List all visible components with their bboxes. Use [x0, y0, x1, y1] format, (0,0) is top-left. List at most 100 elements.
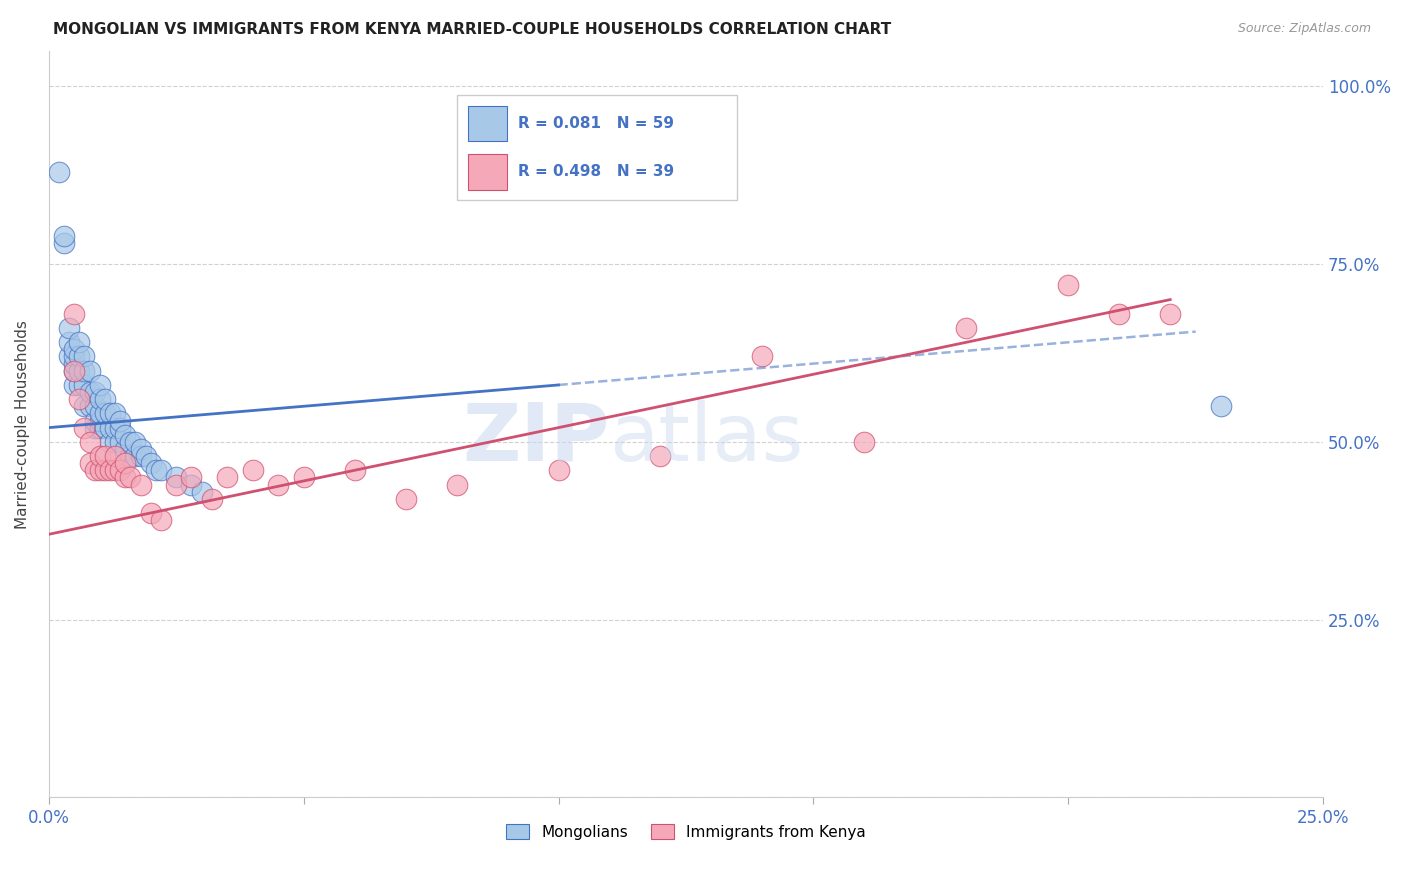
Point	[94, 449, 117, 463]
Point	[1211, 399, 1233, 413]
Point	[292, 470, 315, 484]
Text: Source: ZipAtlas.com: Source: ZipAtlas.com	[1237, 22, 1371, 36]
Point	[79, 364, 101, 378]
Point	[165, 477, 187, 491]
Point	[1159, 307, 1181, 321]
Point	[149, 513, 172, 527]
Point	[165, 470, 187, 484]
Point	[94, 420, 117, 434]
Point	[63, 343, 86, 357]
Legend: Mongolians, Immigrants from Kenya: Mongolians, Immigrants from Kenya	[501, 818, 872, 846]
Point	[98, 420, 121, 434]
Point	[129, 449, 152, 463]
Point	[149, 463, 172, 477]
Point	[124, 449, 146, 463]
Point	[190, 484, 212, 499]
Point	[242, 463, 264, 477]
Point	[63, 364, 86, 378]
Y-axis label: Married-couple Households: Married-couple Households	[15, 319, 30, 528]
Point	[650, 449, 672, 463]
Point	[67, 350, 90, 364]
Text: MONGOLIAN VS IMMIGRANTS FROM KENYA MARRIED-COUPLE HOUSEHOLDS CORRELATION CHART: MONGOLIAN VS IMMIGRANTS FROM KENYA MARRI…	[53, 22, 891, 37]
Point	[98, 463, 121, 477]
Point	[104, 406, 127, 420]
Point	[53, 228, 76, 243]
Point	[343, 463, 366, 477]
Point	[114, 470, 136, 484]
Point	[394, 491, 416, 506]
Point	[145, 463, 167, 477]
Point	[73, 364, 96, 378]
Point	[104, 434, 127, 449]
Point	[104, 449, 127, 463]
Point	[67, 392, 90, 407]
Point	[63, 350, 86, 364]
Point	[180, 470, 202, 484]
Point	[120, 434, 142, 449]
Point	[129, 442, 152, 456]
Point	[53, 235, 76, 250]
Point	[114, 427, 136, 442]
Point	[58, 350, 80, 364]
Point	[1108, 307, 1130, 321]
Point	[89, 449, 111, 463]
Point	[89, 463, 111, 477]
Point	[114, 442, 136, 456]
Point	[89, 406, 111, 420]
Point	[63, 378, 86, 392]
Point	[104, 420, 127, 434]
Point	[89, 392, 111, 407]
Point	[135, 449, 157, 463]
Point	[73, 399, 96, 413]
Point	[63, 307, 86, 321]
Point	[94, 406, 117, 420]
Point	[853, 434, 876, 449]
Point	[201, 491, 224, 506]
Point	[79, 434, 101, 449]
Point	[48, 164, 70, 178]
Text: atlas: atlas	[609, 400, 804, 478]
Point	[104, 463, 127, 477]
Point	[129, 477, 152, 491]
Point	[446, 477, 468, 491]
Point	[83, 420, 105, 434]
Point	[67, 364, 90, 378]
Point	[108, 463, 131, 477]
Point	[79, 399, 101, 413]
Point	[73, 420, 96, 434]
Point	[114, 456, 136, 470]
Point	[89, 420, 111, 434]
Point	[63, 364, 86, 378]
Point	[108, 413, 131, 427]
Point	[547, 463, 569, 477]
Point	[73, 378, 96, 392]
Point	[139, 506, 162, 520]
Point	[120, 449, 142, 463]
Point	[120, 470, 142, 484]
Point	[83, 413, 105, 427]
Point	[955, 321, 977, 335]
Point	[89, 378, 111, 392]
Point	[79, 385, 101, 400]
Point	[83, 399, 105, 413]
Point	[83, 385, 105, 400]
Point	[108, 420, 131, 434]
Point	[1057, 278, 1080, 293]
Point	[98, 406, 121, 420]
Point	[83, 463, 105, 477]
Point	[180, 477, 202, 491]
Point	[94, 392, 117, 407]
Point	[58, 321, 80, 335]
Point	[94, 463, 117, 477]
Text: ZIP: ZIP	[463, 400, 609, 478]
Point	[58, 335, 80, 350]
Point	[73, 350, 96, 364]
Point	[108, 434, 131, 449]
Point	[124, 434, 146, 449]
Point	[89, 413, 111, 427]
Point	[67, 335, 90, 350]
Point	[217, 470, 239, 484]
Point	[79, 456, 101, 470]
Point	[267, 477, 290, 491]
Point	[139, 456, 162, 470]
